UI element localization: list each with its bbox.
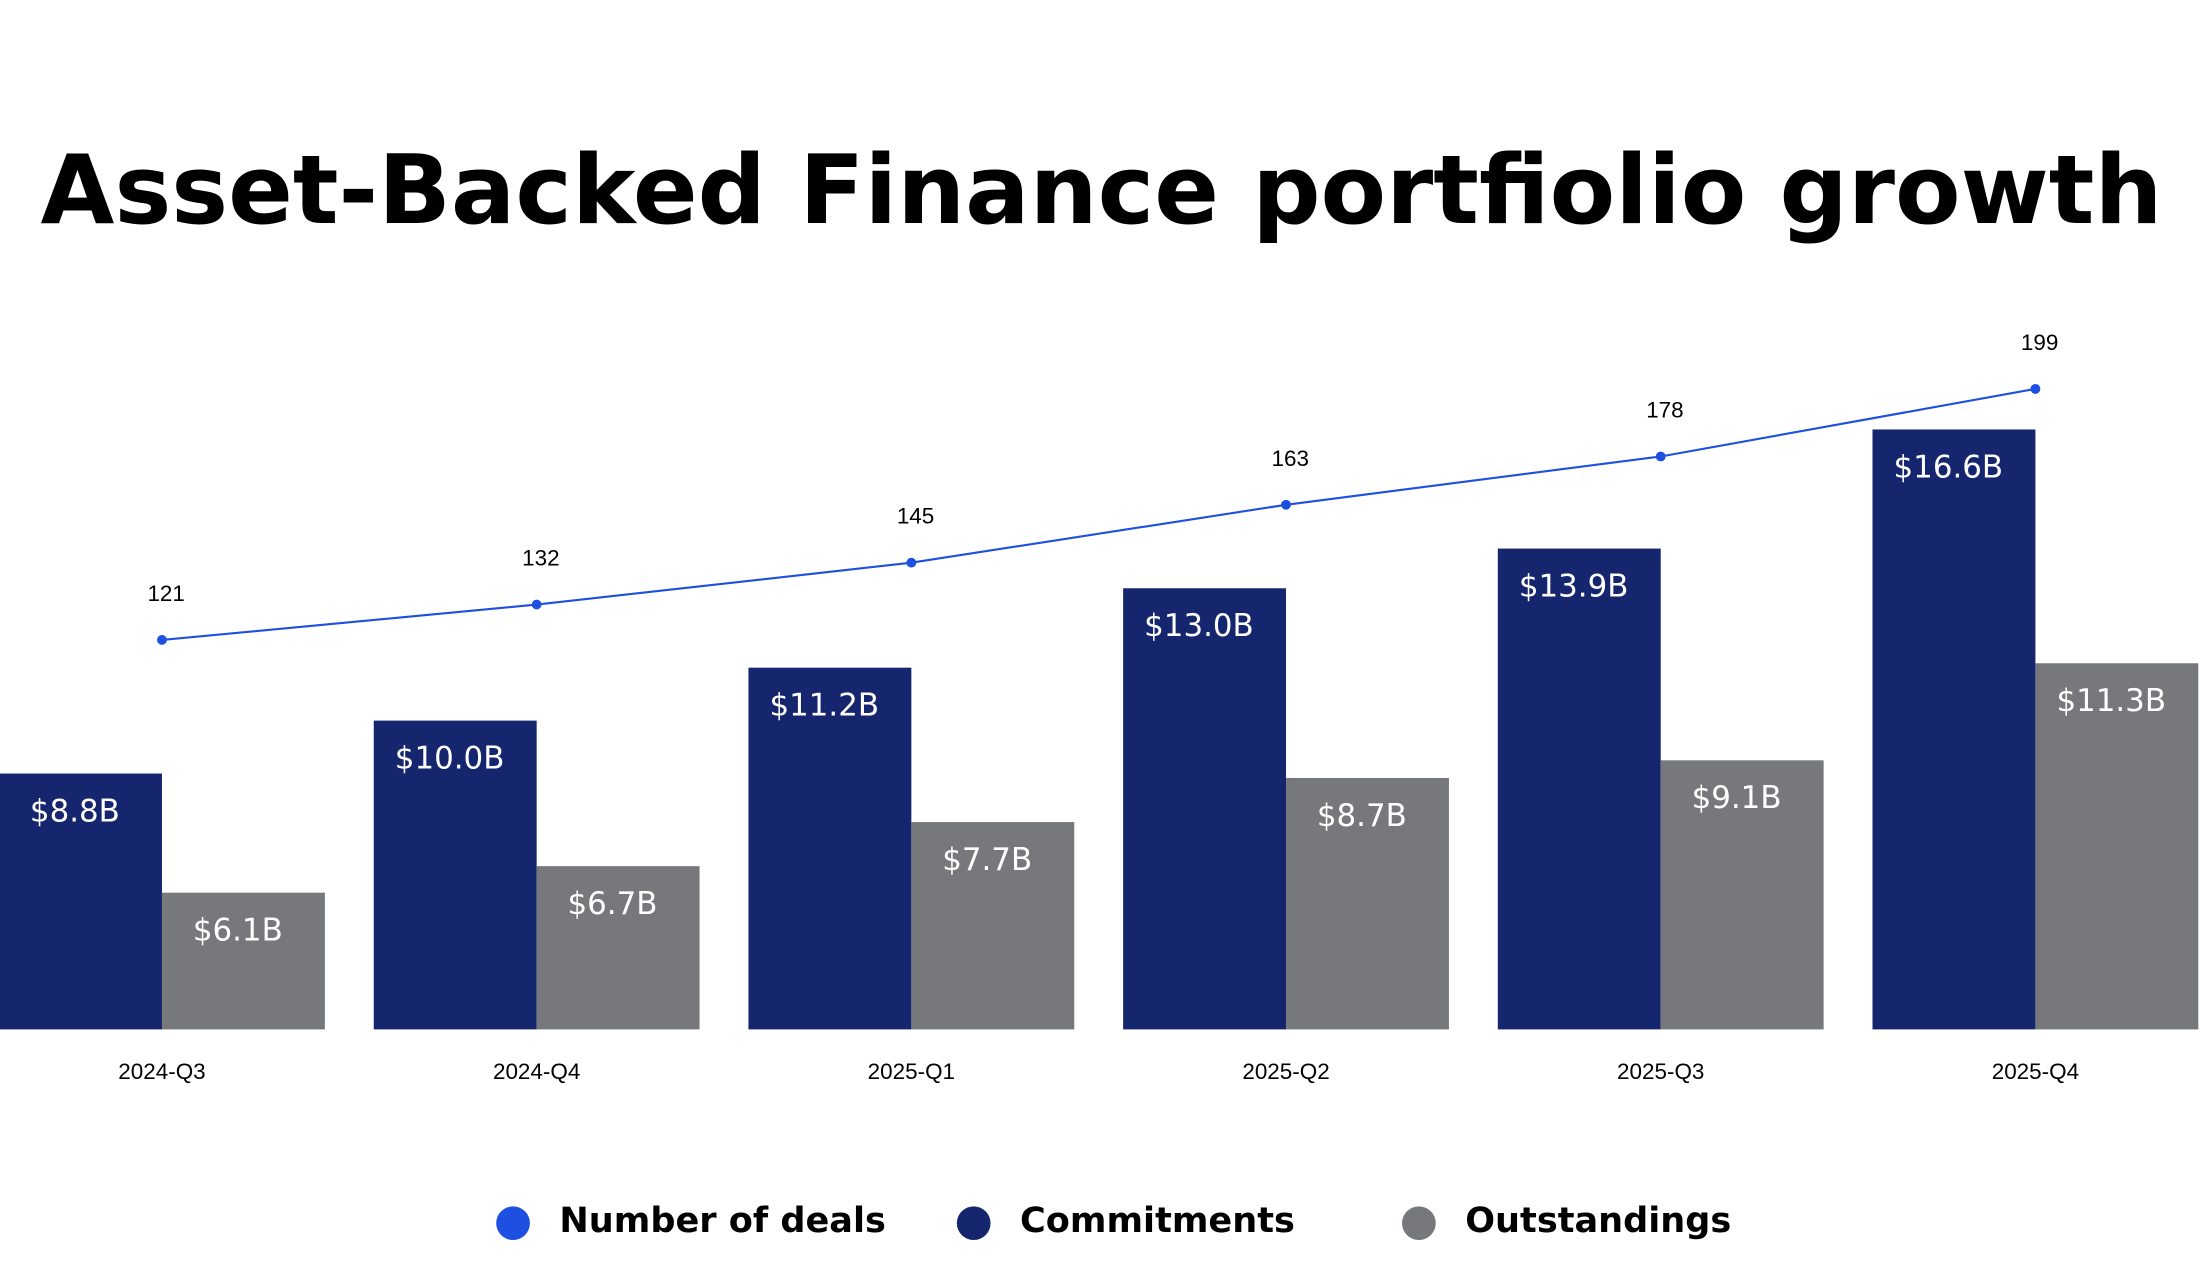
bar-value-label: $11.3B	[2056, 683, 2166, 719]
bar	[1660, 760, 1824, 1030]
bar-value-label: $13.9B	[1519, 568, 1629, 604]
point-label: 145	[897, 504, 934, 529]
line-point	[906, 557, 917, 568]
point-label: 121	[147, 581, 184, 606]
line-point	[157, 635, 167, 645]
legend-label: Commitments	[1020, 1200, 1295, 1241]
x-tick-label: 2025-Q2	[1242, 1059, 1329, 1084]
bar	[1497, 548, 1661, 1030]
point-label: 132	[522, 546, 559, 571]
point-label: 199	[2021, 330, 2058, 355]
bar	[911, 822, 1075, 1030]
line-point	[2030, 383, 2041, 394]
x-tick-label: 2024-Q4	[493, 1059, 580, 1084]
bar-value-label: $16.6B	[1894, 449, 2004, 485]
line-point	[531, 599, 542, 610]
line-point	[1281, 499, 1291, 510]
point-label: 178	[1646, 397, 1683, 422]
line	[161, 387, 2036, 642]
bar-value-label: $6.1B	[193, 912, 283, 948]
x-tick-label: 2025-Q3	[1617, 1059, 1704, 1084]
line-point	[1655, 451, 1666, 462]
bar	[373, 720, 537, 1030]
bar	[2035, 663, 2199, 1030]
bar	[0, 773, 162, 1030]
x-tick-label: 2024-Q3	[118, 1059, 205, 1084]
bar	[1286, 777, 1449, 1030]
bar-value-label: $11.2B	[769, 687, 879, 723]
bar-value-label: $9.1B	[1692, 780, 1782, 816]
legend-label: Outstandings	[1465, 1200, 1731, 1241]
bar-value-label: $13.0B	[1144, 608, 1254, 644]
bar-value-label: $8.8B	[30, 793, 120, 829]
bar-value-label: $7.7B	[942, 842, 1032, 878]
bar	[161, 892, 325, 1030]
bar-value-label: $10.0B	[395, 740, 505, 776]
bar-value-label: $6.7B	[568, 886, 658, 922]
bar	[1123, 588, 1287, 1030]
bar-value-label: $8.7B	[1317, 798, 1407, 834]
x-tick-label: 2025-Q1	[868, 1059, 955, 1084]
bar	[748, 667, 912, 1030]
legend-swatch	[1402, 1206, 1436, 1241]
legend-swatch	[496, 1206, 530, 1241]
chart-title: Asset-Backed Finance portfiolio growth	[41, 134, 2163, 246]
bar	[536, 866, 700, 1030]
legend-label: Number of deals	[559, 1200, 885, 1241]
point-label: 163	[1272, 446, 1309, 471]
legend-swatch	[956, 1206, 991, 1241]
x-tick-label: 2025-Q4	[1992, 1059, 2079, 1084]
bar	[1872, 429, 2036, 1030]
